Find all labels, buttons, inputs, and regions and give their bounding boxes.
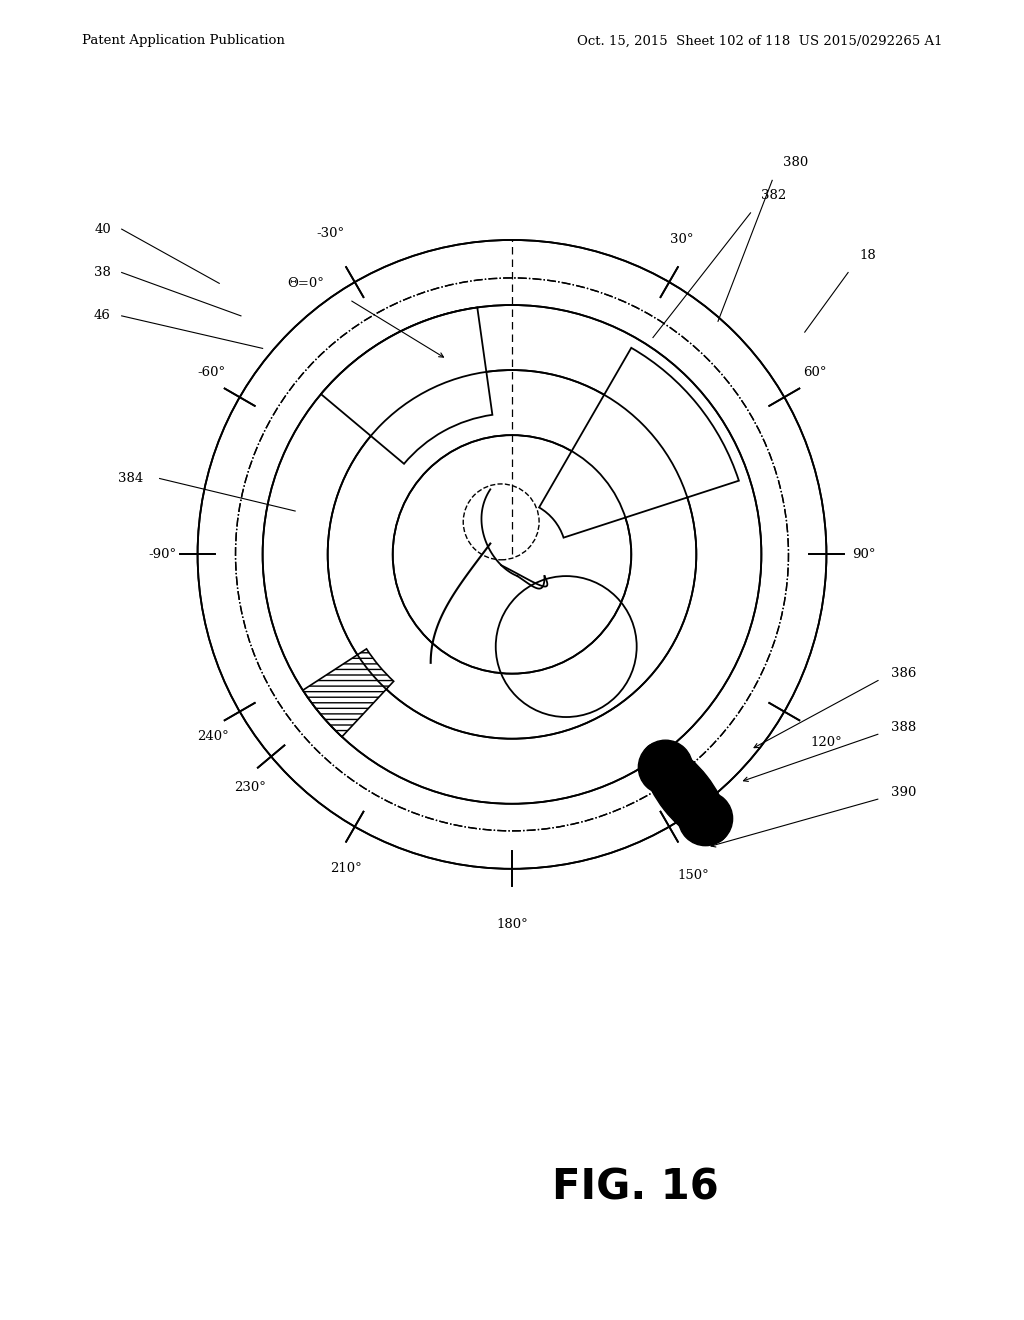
Text: 388: 388 — [892, 721, 916, 734]
Text: 390: 390 — [892, 787, 916, 800]
Wedge shape — [321, 308, 493, 463]
Text: 380: 380 — [783, 157, 808, 169]
Circle shape — [678, 792, 732, 846]
Text: -30°: -30° — [316, 227, 344, 240]
Text: 386: 386 — [892, 667, 916, 680]
Text: Patent Application Publication: Patent Application Publication — [82, 34, 285, 48]
Text: -90°: -90° — [148, 548, 177, 561]
Text: 38: 38 — [94, 267, 111, 279]
Text: 18: 18 — [859, 248, 876, 261]
Text: 240°: 240° — [198, 730, 229, 743]
Text: 40: 40 — [94, 223, 111, 236]
Text: 230°: 230° — [233, 781, 265, 795]
Text: 30°: 30° — [670, 234, 693, 247]
Ellipse shape — [643, 743, 728, 842]
Wedge shape — [539, 348, 739, 537]
Text: Oct. 15, 2015  Sheet 102 of 118  US 2015/0292265 A1: Oct. 15, 2015 Sheet 102 of 118 US 2015/0… — [577, 34, 942, 48]
Text: 382: 382 — [762, 189, 786, 202]
Circle shape — [638, 741, 692, 795]
Text: FIG. 16: FIG. 16 — [552, 1167, 718, 1209]
Text: 150°: 150° — [678, 869, 710, 882]
Text: 46: 46 — [94, 309, 111, 322]
Text: -60°: -60° — [198, 366, 225, 379]
Text: 60°: 60° — [803, 366, 826, 379]
Wedge shape — [303, 649, 393, 737]
Text: 210°: 210° — [331, 862, 362, 875]
Text: 120°: 120° — [811, 737, 843, 748]
Text: 180°: 180° — [496, 917, 528, 931]
Text: 90°: 90° — [852, 548, 876, 561]
Text: 384: 384 — [118, 473, 143, 484]
Text: Θ=0°: Θ=0° — [288, 277, 325, 290]
